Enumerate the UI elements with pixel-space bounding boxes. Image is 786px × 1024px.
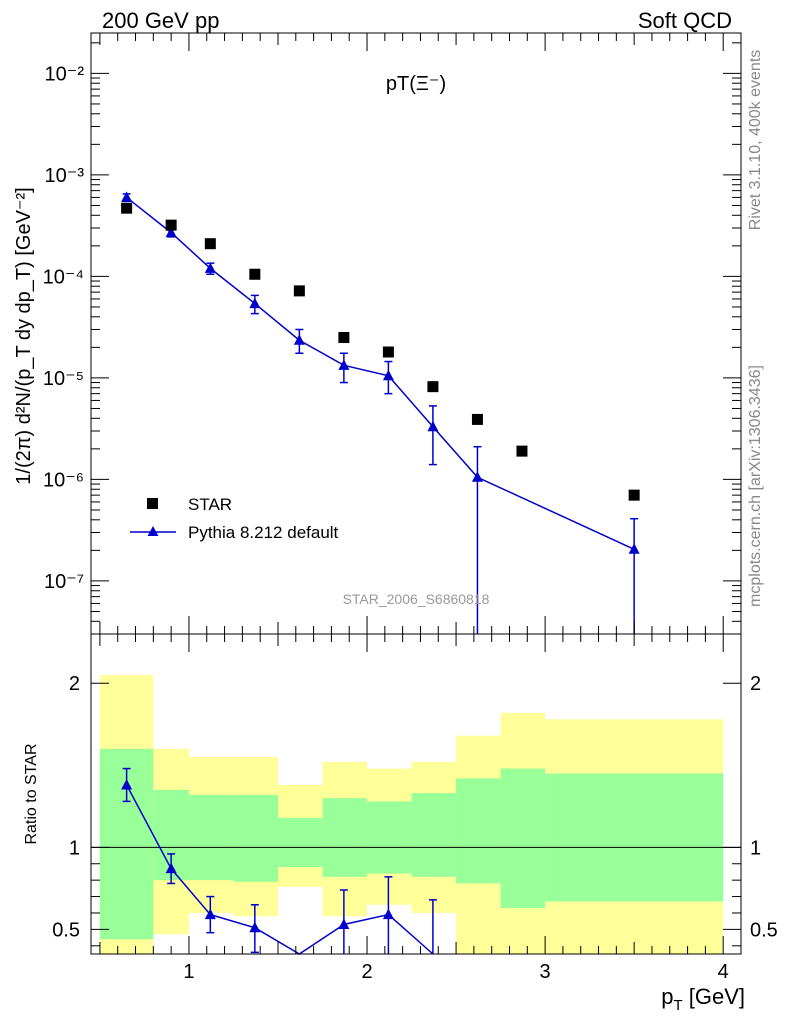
ratio-point: [249, 921, 261, 933]
ratio-frame: [90, 633, 742, 955]
star-point: [204, 238, 216, 250]
ratio-point: [382, 908, 394, 920]
pythia-point: [338, 359, 350, 370]
ratio-point: [204, 908, 216, 920]
legend-pythia-label: Pythia 8.212 default: [188, 523, 339, 542]
mcplots-label: mcplots.cern.ch [arXiv:1306.3436]: [747, 365, 764, 607]
x-tick-label: 3: [540, 961, 551, 983]
ratio-ticks: 0.5 0.5 1 1 2 2 1 2 3 4: [52, 634, 778, 983]
star-point: [382, 346, 394, 358]
band-inner: [188, 794, 234, 881]
x-tick-label: 4: [718, 961, 729, 983]
main-y-tick-label: 10⁻⁵: [43, 368, 84, 390]
pythia-line: [126, 196, 635, 550]
ratio-data-layer: [91, 675, 741, 955]
main-panel: 10⁻⁷ 10⁻⁶ 10⁻⁵ 10⁻⁴ 10⁻³ 10⁻² pT(Ξ⁻) STAR_200…: [13, 32, 742, 635]
rivet-label: Rivet 3.1.10, 400k events: [747, 50, 764, 231]
star-point: [121, 202, 133, 214]
ratio-line: [125, 784, 434, 955]
main-y-axis-label: 1/(2π) d²N/(p_T dy dp_T) [GeV⁻²]: [13, 187, 35, 484]
ratio-y-tick-label-right: 0.5: [750, 919, 778, 941]
legend-pythia-marker: [147, 526, 159, 536]
pythia-point: [382, 369, 394, 381]
main-ticks: 10⁻⁷ 10⁻⁶ 10⁻⁵ 10⁻⁴ 10⁻³ 10⁻²: [43, 33, 741, 635]
ratio-y-tick-label: 1: [69, 837, 80, 859]
star-point: [516, 445, 528, 457]
header-right-label: Soft QCD: [638, 8, 732, 33]
star-point: [628, 489, 640, 501]
main-y-tick-label: 10⁻²: [45, 63, 85, 85]
pythia-point: [165, 226, 177, 238]
band-inner: [545, 773, 724, 902]
ratio-y-tick-label: 2: [69, 673, 80, 695]
pythia-point: [628, 543, 640, 554]
main-y-tick-label: 10⁻⁴: [43, 266, 84, 288]
ratio-y-tick-label-right: 1: [750, 837, 761, 859]
band-inner: [500, 768, 546, 909]
main-title: pT(Ξ⁻): [386, 73, 446, 95]
ratio-point: [121, 778, 133, 790]
header-left-label: 200 GeV pp: [102, 8, 219, 33]
band-inner: [367, 801, 412, 874]
pythia-point: [121, 191, 133, 202]
ratio-point: [165, 862, 177, 874]
main-y-tick-label: 10⁻⁶: [43, 469, 84, 491]
main-y-tick-label: 10⁻⁷: [44, 571, 84, 593]
ratio-y-tick-label-right: 2: [750, 673, 761, 695]
star-point: [427, 381, 439, 393]
x-axis-label: pT [GeV]: [661, 984, 745, 1014]
band-inner: [456, 778, 501, 884]
band-inner: [277, 817, 323, 868]
ratio-y-axis-label: Ratio to STAR: [23, 743, 40, 844]
pythia-point: [427, 420, 439, 432]
band-inner: [233, 794, 278, 882]
main-annotation: STAR_2006_S6860818: [343, 591, 490, 607]
ratio-panel: 0.5 0.5 1 1 2 2 1 2 3 4 Ratio to STAR pT [GeV]: [23, 633, 778, 1014]
x-tick-label: 1: [183, 961, 194, 983]
band-inner: [411, 793, 457, 877]
x-tick-label: 2: [361, 961, 372, 983]
legend-star-label: STAR: [188, 495, 232, 514]
band-inner: [322, 798, 368, 877]
main-data-layer: [121, 191, 640, 634]
pythia-point: [204, 262, 216, 273]
star-point: [338, 332, 350, 344]
star-point: [165, 219, 177, 231]
pythia-point: [471, 471, 483, 482]
main-frame: [90, 32, 742, 635]
pythia-point: [293, 334, 305, 345]
star-point: [293, 285, 305, 297]
legend: STAR Pythia 8.212 default: [130, 495, 339, 542]
main-y-tick-label: 10⁻³: [45, 165, 85, 187]
star-point: [471, 413, 483, 425]
pythia-point: [249, 297, 261, 309]
ratio-point: [338, 918, 350, 929]
ratio-y-tick-label: 0.5: [52, 919, 80, 941]
legend-star-marker: [147, 498, 158, 509]
star-point: [249, 268, 261, 280]
